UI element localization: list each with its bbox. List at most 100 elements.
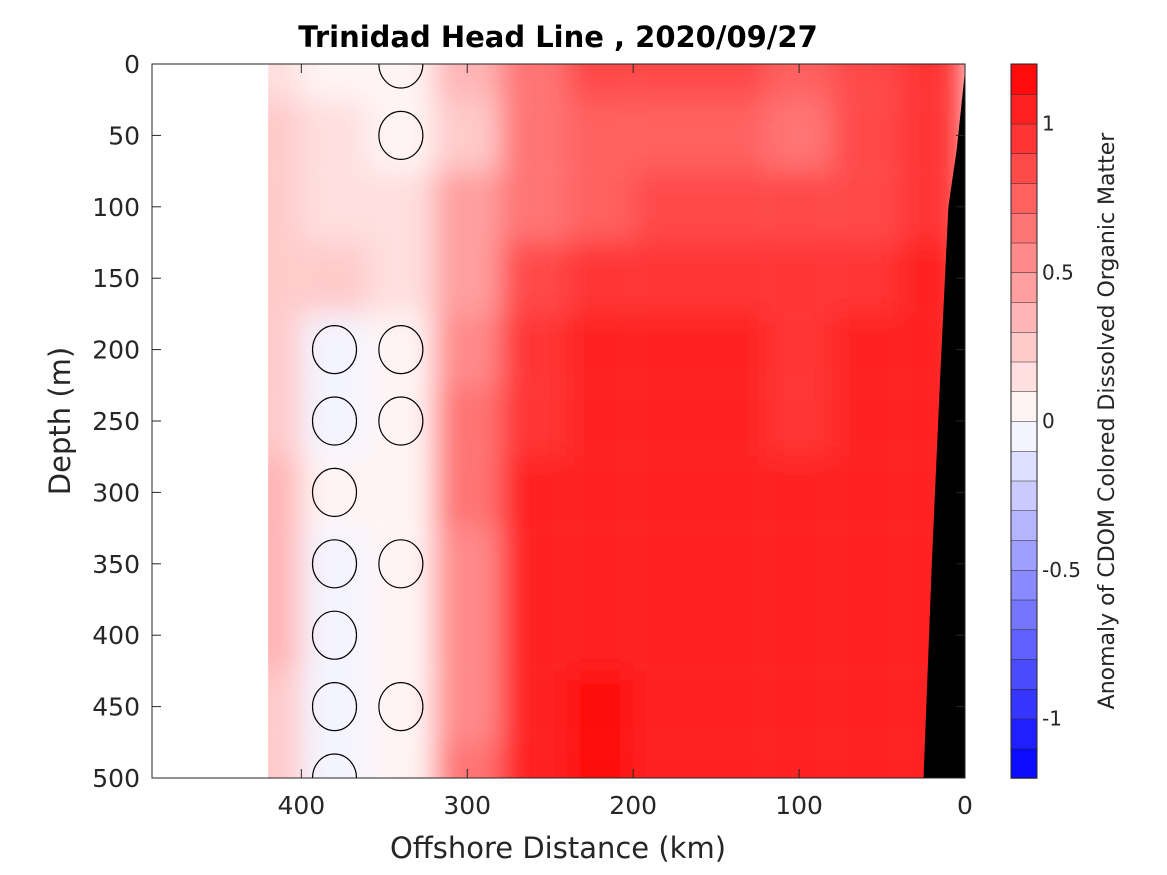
field-cell <box>699 742 766 778</box>
field-cell <box>500 313 567 386</box>
field-cell <box>566 670 634 743</box>
field-cell <box>566 64 634 100</box>
zero-contour <box>378 539 424 589</box>
field-cell <box>301 385 368 457</box>
field-cell <box>765 171 833 243</box>
zero-contour <box>311 325 358 375</box>
colorbar-segment <box>1010 331 1038 363</box>
field-cell <box>500 385 567 457</box>
y-axis-label: Depth (m) <box>43 347 77 495</box>
colorbar-label: Anomaly of CDOM Colored Dissolved Organi… <box>1095 132 1120 710</box>
field-cell <box>434 313 501 386</box>
field-cell <box>633 171 700 243</box>
field-cell <box>301 99 368 172</box>
field-cell <box>633 528 700 600</box>
field-cell <box>367 313 435 386</box>
colorbar-segment <box>1010 242 1038 273</box>
zero-contour <box>378 64 424 89</box>
field-cell <box>832 64 899 100</box>
colorbar-frame <box>1010 63 1038 779</box>
zero-contour <box>311 539 358 589</box>
colorbar-segment <box>1010 212 1038 244</box>
field-cell <box>367 242 435 314</box>
field-cell <box>367 171 435 243</box>
colorbar-segment <box>1010 272 1038 303</box>
field-cell <box>566 385 634 457</box>
field-cell <box>566 599 634 671</box>
y-axis-ticks: 0 50 100 150 200 250 300 350 400 450 500 <box>92 50 965 793</box>
field-cell <box>434 528 501 600</box>
field-cell <box>500 242 567 314</box>
colorbar-segment <box>1010 420 1038 452</box>
field-cell <box>832 242 899 314</box>
colorbar-segment <box>1010 480 1038 511</box>
colorbar-tick-label: 0 <box>1042 409 1055 433</box>
colorbar-segment <box>1010 301 1038 333</box>
field-cell <box>367 528 435 600</box>
field-cell <box>699 528 766 600</box>
y-tick-label: 200 <box>92 336 140 365</box>
field-cell <box>301 528 368 600</box>
field-cell <box>434 599 501 671</box>
field-cell <box>434 385 501 457</box>
colorbar-segment <box>1010 748 1038 779</box>
no-data-region <box>152 64 269 778</box>
field-cell <box>301 670 368 743</box>
colorbar-segment <box>1010 599 1038 630</box>
field-cell <box>367 385 435 457</box>
y-tick-label: 400 <box>92 621 140 650</box>
field-cell <box>699 64 766 100</box>
field-cell <box>633 242 700 314</box>
field-cell <box>500 599 567 671</box>
x-tick-label: 100 <box>775 791 823 820</box>
x-axis-label: Offshore Distance (km) <box>390 831 726 865</box>
field-cell <box>301 456 368 529</box>
zero-contour <box>378 681 424 732</box>
field-cell <box>765 99 833 172</box>
field-cell <box>699 670 766 743</box>
field-cell <box>699 385 766 457</box>
field-cell <box>633 64 700 100</box>
colorbar-segment <box>1010 658 1038 690</box>
field-cell <box>301 599 368 671</box>
field-cell <box>434 242 501 314</box>
field-cell <box>765 599 833 671</box>
field-cell <box>367 456 435 529</box>
x-tick-label: 300 <box>443 791 491 820</box>
field-cell <box>500 99 567 172</box>
y-tick-label: 500 <box>92 764 140 793</box>
field-cell <box>699 99 766 172</box>
colorbar-segment <box>1010 182 1038 214</box>
colorbar: 1 0.5 0 -0.5 -1 Anomaly of CDOM Colored Diss… <box>1010 63 1120 779</box>
field-cell <box>301 171 368 243</box>
field-cell <box>367 742 435 778</box>
colorbar-segment <box>1010 688 1038 720</box>
field-cell <box>765 670 833 743</box>
colorbar-tick-label: 1 <box>1042 112 1055 136</box>
field-cell <box>898 64 965 100</box>
zero-contour-lines <box>311 64 424 778</box>
field-cell <box>633 385 700 457</box>
field-cell <box>500 670 567 743</box>
colorbar-segment <box>1010 629 1038 660</box>
field-cell <box>566 99 634 172</box>
field-cell <box>367 599 435 671</box>
colorbar-segment <box>1010 569 1038 601</box>
field-cell <box>699 242 766 314</box>
field-cell <box>301 742 368 778</box>
colorbar-segment <box>1010 93 1038 125</box>
field-cell <box>898 99 965 172</box>
field-cell <box>500 64 567 100</box>
colorbar-tick-label: 0.5 <box>1042 260 1074 284</box>
y-tick-label: 250 <box>92 407 140 436</box>
colorbar-segment <box>1010 391 1038 422</box>
colorbar-segment <box>1010 718 1038 749</box>
colorbar-segment <box>1010 123 1038 154</box>
field-cell <box>301 242 368 314</box>
zero-contour <box>378 396 424 446</box>
field-cell <box>633 99 700 172</box>
field-cell <box>566 171 634 243</box>
field-cell <box>633 670 700 743</box>
field-cell <box>699 171 766 243</box>
field-cell <box>301 313 368 386</box>
